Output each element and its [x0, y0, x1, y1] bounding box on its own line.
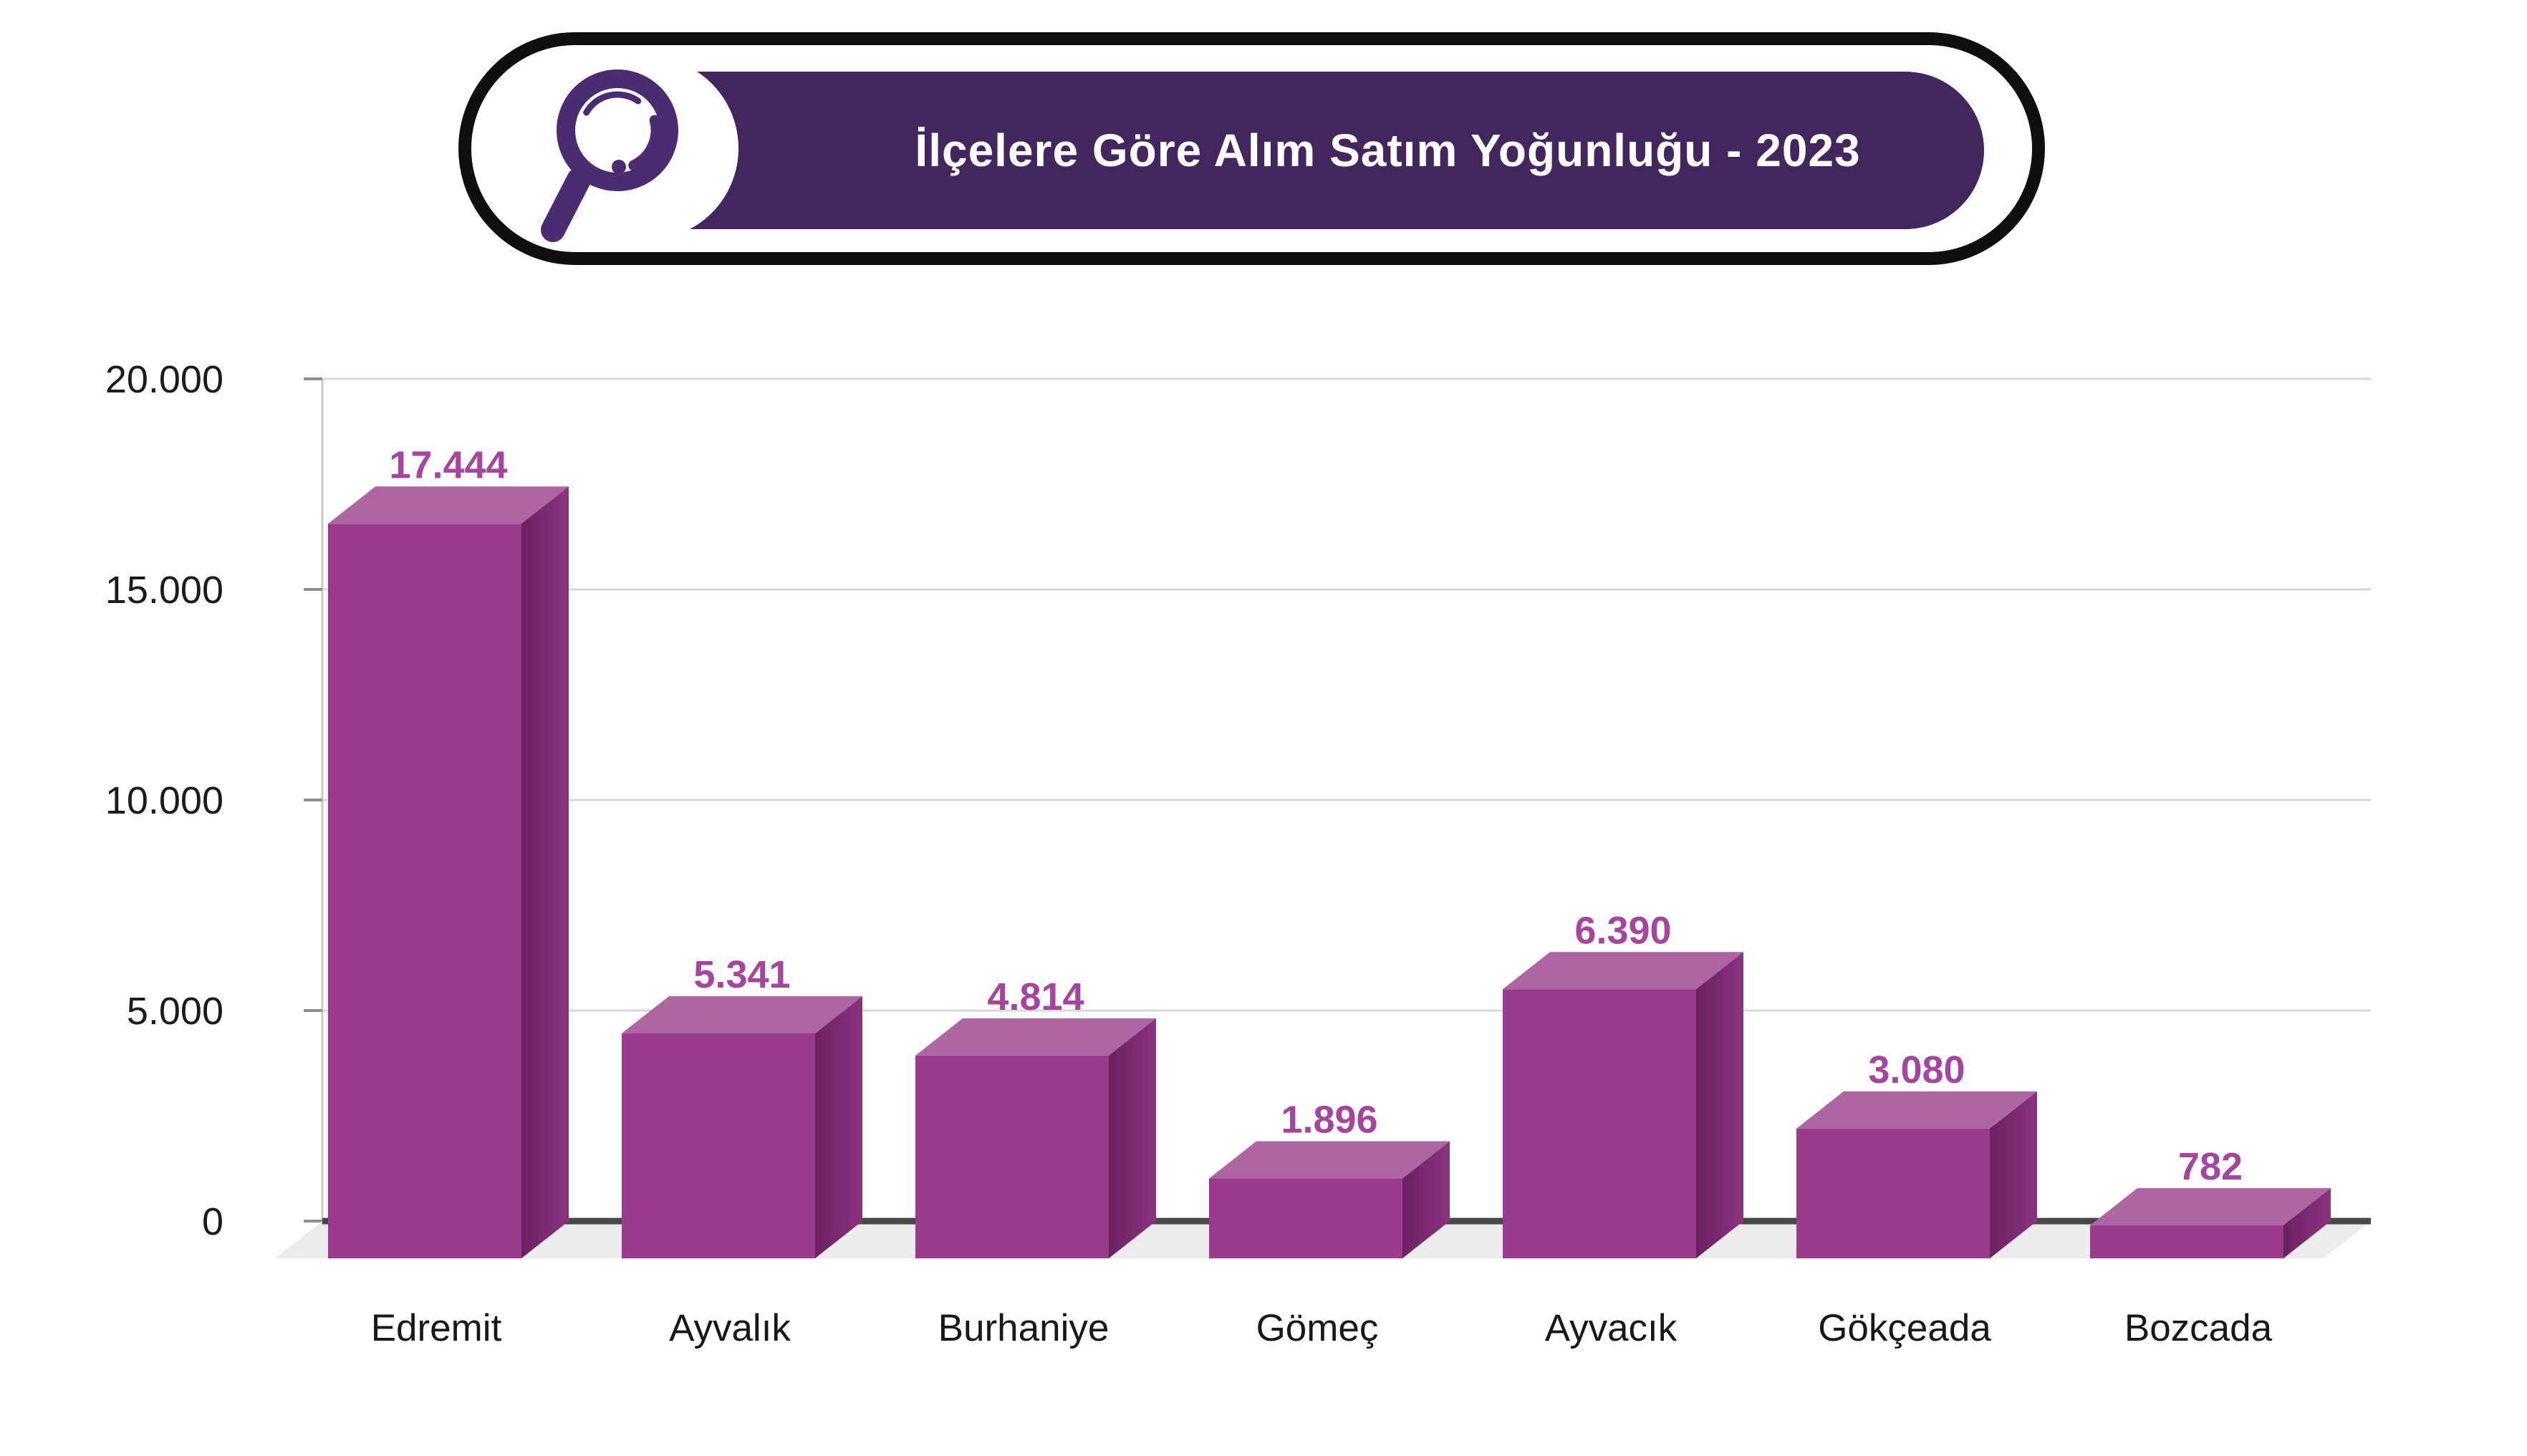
y-tick-label: 15.000 — [105, 569, 223, 612]
bar-5-group — [1503, 952, 1743, 1258]
magnifier-icon — [541, 69, 678, 242]
category-label: Gökçeada — [1818, 1307, 1991, 1349]
bar-3-group — [915, 1018, 1156, 1258]
bar-6-top-face — [1796, 1091, 2037, 1129]
page-title: İlçelere Göre Alım Satım Yoğunluğu - 202… — [915, 125, 1861, 176]
bar-6-side-face — [1990, 1091, 2037, 1258]
magnifier-highlight-arc — [583, 91, 642, 116]
y-tick-label: 5.000 — [127, 990, 223, 1033]
category-label: Burhaniye — [938, 1307, 1110, 1349]
bar-4-top-face — [1209, 1141, 1450, 1179]
bar-7-front-face — [2090, 1225, 2283, 1258]
y-tick-label: 20.000 — [105, 358, 223, 401]
value-label: 782 — [2178, 1145, 2243, 1188]
bar-6-front-face — [1796, 1128, 1990, 1258]
category-label: Ayvalık — [669, 1307, 791, 1349]
bar-7-top-face — [2090, 1188, 2331, 1226]
bar-7-side-face — [2283, 1188, 2331, 1258]
magnifier-reflection-dot — [612, 160, 626, 174]
value-label: 1.896 — [1281, 1099, 1377, 1142]
value-label: 4.814 — [987, 975, 1084, 1018]
y-tick-label: 0 — [202, 1200, 223, 1243]
bar-6-group — [1796, 1091, 2037, 1258]
bar-4-front-face — [1209, 1178, 1402, 1258]
bar-2-group — [622, 995, 862, 1258]
bar-2-front-face — [622, 1033, 815, 1258]
bar-1-group — [328, 486, 569, 1259]
title-banner-pill — [609, 72, 1984, 229]
value-label: 3.080 — [1868, 1048, 1965, 1091]
bar-5-top-face — [1503, 952, 1743, 990]
category-label: Gömeç — [1256, 1307, 1379, 1349]
bar-4-side-face — [1402, 1141, 1450, 1258]
value-label: 5.341 — [693, 953, 790, 996]
bar-2-side-face — [815, 995, 862, 1258]
bar-2-top-face — [622, 995, 862, 1033]
bar-7-group — [2090, 1188, 2331, 1258]
value-label: 6.390 — [1574, 909, 1671, 952]
bar-4-group — [1209, 1141, 1450, 1258]
bar-3-top-face — [915, 1018, 1156, 1056]
bar-5-front-face — [1503, 989, 1696, 1258]
value-label: 17.444 — [389, 443, 507, 486]
bar-1-side-face — [521, 486, 569, 1259]
magnifier-handle — [541, 168, 591, 242]
bar-1-front-face — [328, 524, 521, 1259]
y-tick-label: 10.000 — [105, 779, 223, 822]
category-label: Edremit — [371, 1307, 502, 1349]
bar-1-top-face — [328, 486, 569, 524]
bar-3-front-face — [915, 1055, 1109, 1258]
bar-3-side-face — [1109, 1018, 1156, 1258]
title-banner: İlçelere Göre Alım Satım Yoğunluğu - 202… — [458, 32, 2045, 265]
category-label: Bozcada — [2124, 1307, 2273, 1349]
bar-5-side-face — [1696, 952, 1743, 1258]
category-label: Ayvacık — [1545, 1307, 1678, 1349]
magnifier-reflection-arc — [628, 115, 662, 171]
